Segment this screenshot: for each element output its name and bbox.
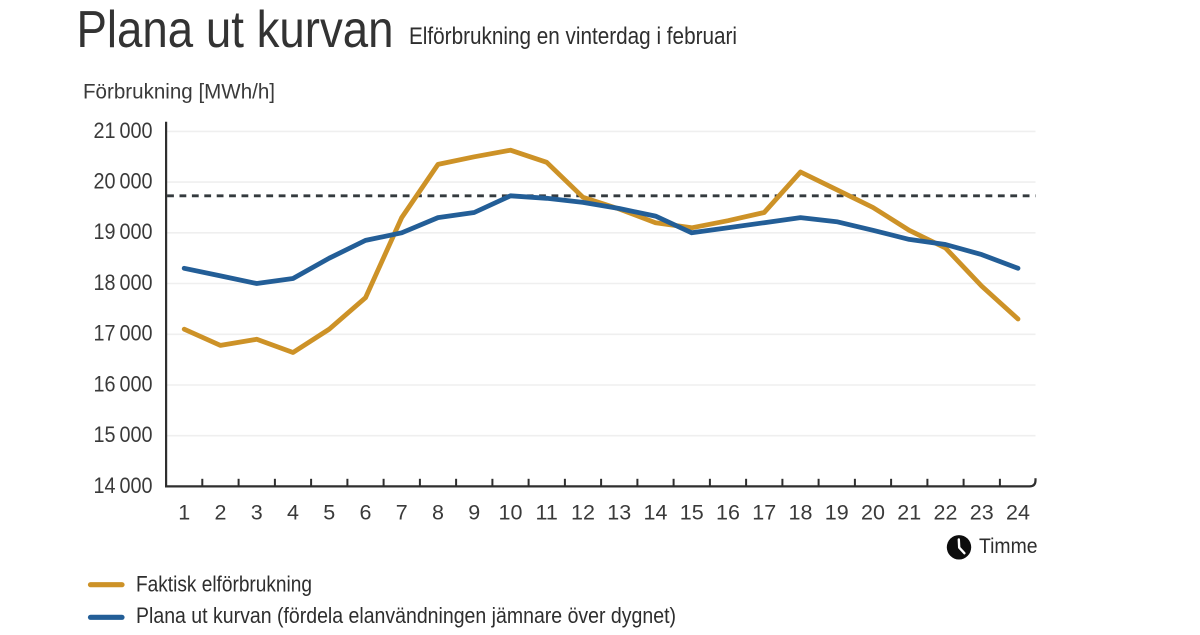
svg-text:22: 22: [934, 501, 958, 525]
svg-text:24: 24: [1006, 501, 1030, 525]
svg-text:12: 12: [571, 501, 595, 525]
svg-text:17: 17: [752, 501, 776, 525]
svg-text:Plana ut kurvan: Plana ut kurvan: [77, 1, 394, 59]
svg-text:11: 11: [536, 501, 558, 525]
svg-text:15 000: 15 000: [94, 422, 153, 447]
svg-text:2: 2: [215, 501, 227, 525]
svg-text:16 000: 16 000: [94, 371, 153, 396]
svg-text:19: 19: [825, 501, 849, 525]
svg-text:5: 5: [323, 501, 335, 525]
svg-text:10: 10: [499, 501, 523, 525]
svg-text:20: 20: [861, 501, 885, 525]
svg-text:16: 16: [716, 501, 740, 525]
svg-text:Plana ut kurvan (fördela elanv: Plana ut kurvan (fördela elanvändningen …: [136, 603, 676, 628]
svg-text:Förbrukning [MWh/h]: Förbrukning [MWh/h]: [83, 80, 275, 103]
svg-text:21 000: 21 000: [94, 118, 153, 143]
svg-text:17 000: 17 000: [94, 321, 153, 346]
svg-text:7: 7: [396, 501, 408, 525]
svg-text:19 000: 19 000: [94, 219, 153, 244]
svg-text:14 000: 14 000: [94, 473, 153, 498]
svg-text:Faktisk elförbrukning: Faktisk elförbrukning: [136, 572, 312, 597]
svg-text:3: 3: [251, 501, 263, 525]
svg-text:21: 21: [897, 501, 921, 525]
svg-text:Timme: Timme: [979, 534, 1038, 558]
svg-text:1: 1: [178, 501, 190, 525]
svg-text:14: 14: [644, 501, 668, 525]
svg-text:18 000: 18 000: [94, 270, 153, 295]
svg-text:Elförbrukning en vinterdag i f: Elförbrukning en vinterdag i februari: [409, 23, 737, 50]
svg-text:13: 13: [607, 501, 631, 525]
svg-text:15: 15: [680, 501, 704, 525]
svg-text:4: 4: [287, 501, 299, 525]
svg-text:9: 9: [468, 501, 480, 525]
svg-text:18: 18: [789, 501, 813, 525]
svg-text:23: 23: [970, 501, 994, 525]
svg-text:20 000: 20 000: [94, 169, 153, 194]
svg-text:8: 8: [432, 501, 444, 525]
svg-text:6: 6: [360, 501, 372, 525]
